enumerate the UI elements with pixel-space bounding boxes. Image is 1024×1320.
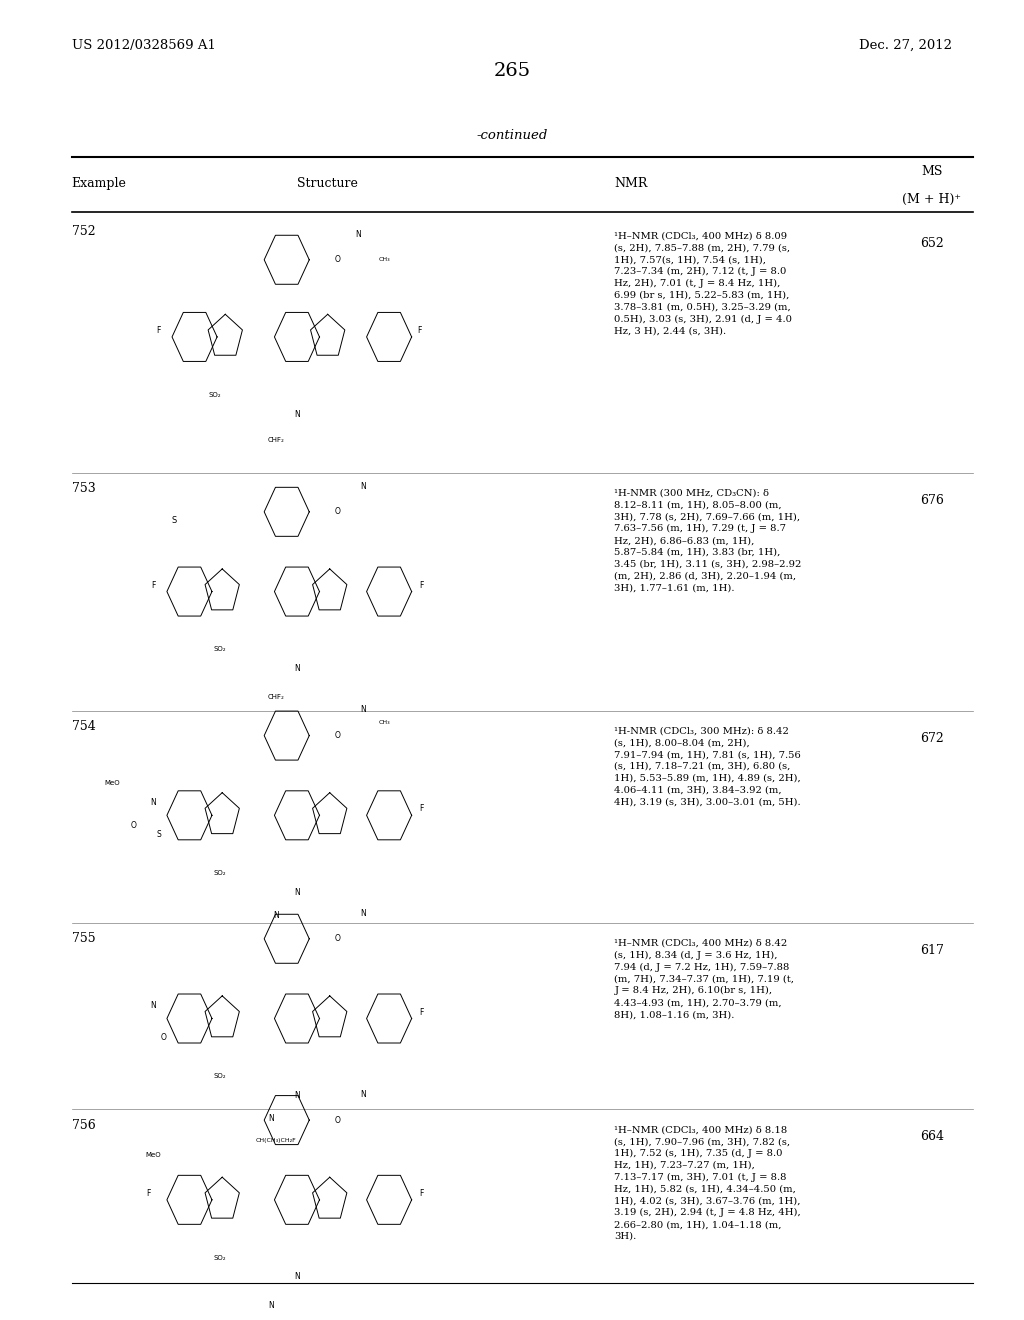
Text: CHF₂: CHF₂ bbox=[268, 437, 285, 442]
Text: 672: 672 bbox=[920, 731, 944, 744]
Text: 753: 753 bbox=[72, 482, 95, 495]
Text: N: N bbox=[360, 908, 367, 917]
Text: N: N bbox=[151, 799, 157, 807]
Text: S: S bbox=[171, 516, 177, 525]
Text: N: N bbox=[360, 705, 367, 714]
Text: MeO: MeO bbox=[145, 1152, 162, 1158]
Text: O: O bbox=[335, 935, 341, 944]
Text: N: N bbox=[268, 1300, 274, 1309]
Text: Structure: Structure bbox=[297, 177, 358, 190]
Text: F: F bbox=[420, 1007, 424, 1016]
Text: 652: 652 bbox=[920, 236, 944, 249]
Text: SO₂: SO₂ bbox=[214, 647, 226, 652]
Text: N: N bbox=[360, 482, 367, 491]
Text: F: F bbox=[146, 1189, 151, 1199]
Text: N: N bbox=[294, 1092, 300, 1100]
Text: CH(CH₃)CH₂F: CH(CH₃)CH₂F bbox=[256, 1138, 297, 1143]
Text: (M + H)⁺: (M + H)⁺ bbox=[902, 193, 962, 206]
Text: -continued: -continued bbox=[476, 128, 548, 141]
Text: O: O bbox=[130, 821, 136, 830]
Text: 756: 756 bbox=[72, 1119, 95, 1131]
Text: CH₃: CH₃ bbox=[379, 721, 390, 725]
Text: 752: 752 bbox=[72, 224, 95, 238]
Text: ¹H-NMR (CDCl₃, 300 MHz): δ 8.42
(s, 1H), 8.00–8.04 (m, 2H),
7.91–7.94 (m, 1H), 7: ¹H-NMR (CDCl₃, 300 MHz): δ 8.42 (s, 1H),… bbox=[614, 726, 801, 807]
Text: O: O bbox=[161, 1034, 167, 1043]
Text: N: N bbox=[268, 1114, 274, 1123]
Text: N: N bbox=[294, 664, 300, 673]
Text: 664: 664 bbox=[920, 1130, 944, 1143]
Text: 265: 265 bbox=[494, 62, 530, 79]
Text: US 2012/0328569 A1: US 2012/0328569 A1 bbox=[72, 38, 216, 51]
Text: O: O bbox=[335, 507, 341, 516]
Text: O: O bbox=[335, 255, 341, 264]
Text: O: O bbox=[335, 1115, 341, 1125]
Text: ¹H–NMR (CDCl₃, 400 MHz) δ 8.18
(s, 1H), 7.90–7.96 (m, 3H), 7.82 (s,
1H), 7.52 (s: ¹H–NMR (CDCl₃, 400 MHz) δ 8.18 (s, 1H), … bbox=[614, 1125, 801, 1241]
Text: 755: 755 bbox=[72, 932, 95, 945]
Text: MS: MS bbox=[922, 165, 942, 178]
Text: F: F bbox=[157, 326, 161, 335]
Text: Dec. 27, 2012: Dec. 27, 2012 bbox=[859, 38, 952, 51]
Text: S: S bbox=[157, 830, 161, 840]
Text: 676: 676 bbox=[920, 494, 944, 507]
Text: 754: 754 bbox=[72, 721, 95, 733]
Text: SO₂: SO₂ bbox=[214, 870, 226, 876]
Text: SO₂: SO₂ bbox=[214, 1255, 226, 1261]
Text: N: N bbox=[294, 1272, 300, 1282]
Text: N: N bbox=[273, 911, 280, 920]
Text: F: F bbox=[152, 581, 156, 590]
Text: MeO: MeO bbox=[104, 780, 121, 787]
Text: CHF₂: CHF₂ bbox=[268, 694, 285, 700]
Text: F: F bbox=[420, 581, 424, 590]
Text: ¹H-NMR (300 MHz, CD₃CN): δ
8.12–8.11 (m, 1H), 8.05–8.00 (m,
3H), 7.78 (s, 2H), 7: ¹H-NMR (300 MHz, CD₃CN): δ 8.12–8.11 (m,… bbox=[614, 488, 802, 593]
Text: O: O bbox=[335, 731, 341, 741]
Text: NMR: NMR bbox=[614, 177, 648, 190]
Text: F: F bbox=[420, 804, 424, 813]
Text: SO₂: SO₂ bbox=[209, 392, 221, 397]
Text: N: N bbox=[294, 409, 300, 418]
Text: Example: Example bbox=[72, 177, 127, 190]
Text: F: F bbox=[420, 1189, 424, 1199]
Text: CH₃: CH₃ bbox=[379, 257, 390, 263]
Text: N: N bbox=[294, 888, 300, 898]
Text: ¹H–NMR (CDCl₃, 400 MHz) δ 8.42
(s, 1H), 8.34 (d, J = 3.6 Hz, 1H),
7.94 (d, J = 7: ¹H–NMR (CDCl₃, 400 MHz) δ 8.42 (s, 1H), … bbox=[614, 939, 795, 1019]
Text: N: N bbox=[151, 1001, 157, 1010]
Text: N: N bbox=[355, 230, 361, 239]
Text: SO₂: SO₂ bbox=[214, 1073, 226, 1080]
Text: F: F bbox=[418, 326, 422, 335]
Text: 617: 617 bbox=[920, 944, 944, 957]
Text: ¹H–NMR (CDCl₃, 400 MHz) δ 8.09
(s, 2H), 7.85–7.88 (m, 2H), 7.79 (s,
1H), 7.57(s,: ¹H–NMR (CDCl₃, 400 MHz) δ 8.09 (s, 2H), … bbox=[614, 231, 793, 335]
Text: N: N bbox=[360, 1090, 367, 1098]
